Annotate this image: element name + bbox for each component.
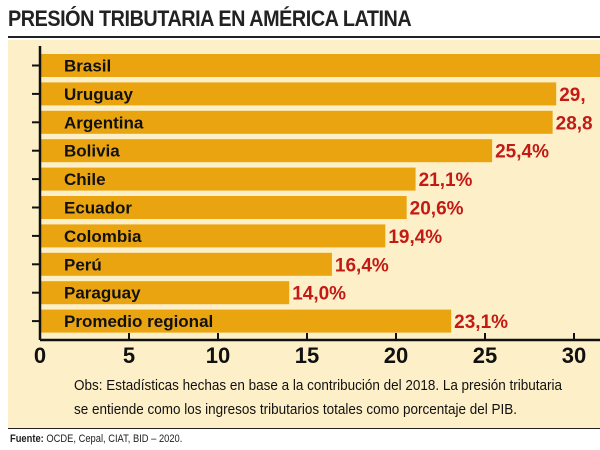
- category-label: Colombia: [64, 227, 142, 246]
- x-tick-label: 25: [473, 343, 497, 368]
- note-line-2: se entiende como los ingresos tributario…: [74, 402, 517, 418]
- category-label: Chile: [64, 170, 106, 189]
- x-tick-label: 15: [295, 343, 319, 368]
- value-label: 20,6%: [410, 199, 464, 220]
- bar: [40, 54, 600, 77]
- value-label: 19,4%: [388, 227, 442, 248]
- category-label: Uruguay: [64, 85, 134, 104]
- x-tick-label: 30: [562, 343, 586, 368]
- observation-note: Obs: Estadísticas hechas en base a la co…: [74, 374, 600, 422]
- value-label: 28,8: [556, 113, 593, 134]
- value-label: 14,0%: [292, 284, 346, 305]
- category-label: Brasil: [64, 57, 111, 76]
- title-rule: [8, 36, 600, 38]
- category-label: Ecuador: [64, 199, 132, 218]
- bar: [40, 281, 290, 305]
- bar: [40, 110, 553, 134]
- x-tick-label: 10: [206, 343, 230, 368]
- source-line: Fuente: OCDE, Cepal, CIAT, BID – 2020.: [10, 433, 182, 445]
- chart-title: PRESIÓN TRIBUTARIA EN AMÉRICA LATINA: [8, 6, 412, 31]
- source-label: Fuente:: [10, 433, 44, 445]
- value-label: 16,4%: [335, 255, 389, 276]
- category-label: Bolivia: [64, 142, 120, 161]
- x-tick-label: 20: [384, 343, 408, 368]
- value-label: 21,1%: [419, 170, 473, 191]
- bar: [40, 82, 557, 106]
- footer-rule: [8, 428, 600, 429]
- category-label: Paraguay: [64, 284, 141, 303]
- value-label: 25,4%: [495, 142, 549, 163]
- category-label: Argentina: [64, 113, 144, 132]
- bar: [40, 309, 452, 333]
- value-label: 23,1%: [454, 312, 508, 333]
- note-line-1: Obs: Estadísticas hechas en base a la co…: [74, 378, 563, 394]
- bar: [40, 196, 407, 219]
- category-label: Perú: [64, 255, 102, 274]
- x-tick-label: 0: [34, 343, 46, 368]
- bar: [40, 224, 386, 248]
- bar: [40, 252, 332, 276]
- x-tick-label: 5: [123, 343, 135, 368]
- bar: [40, 167, 416, 191]
- bar: [40, 139, 493, 163]
- category-label: Promedio regional: [64, 312, 213, 331]
- value-label: 29,: [559, 85, 585, 106]
- source-text: OCDE, Cepal, CIAT, BID – 2020.: [46, 433, 183, 445]
